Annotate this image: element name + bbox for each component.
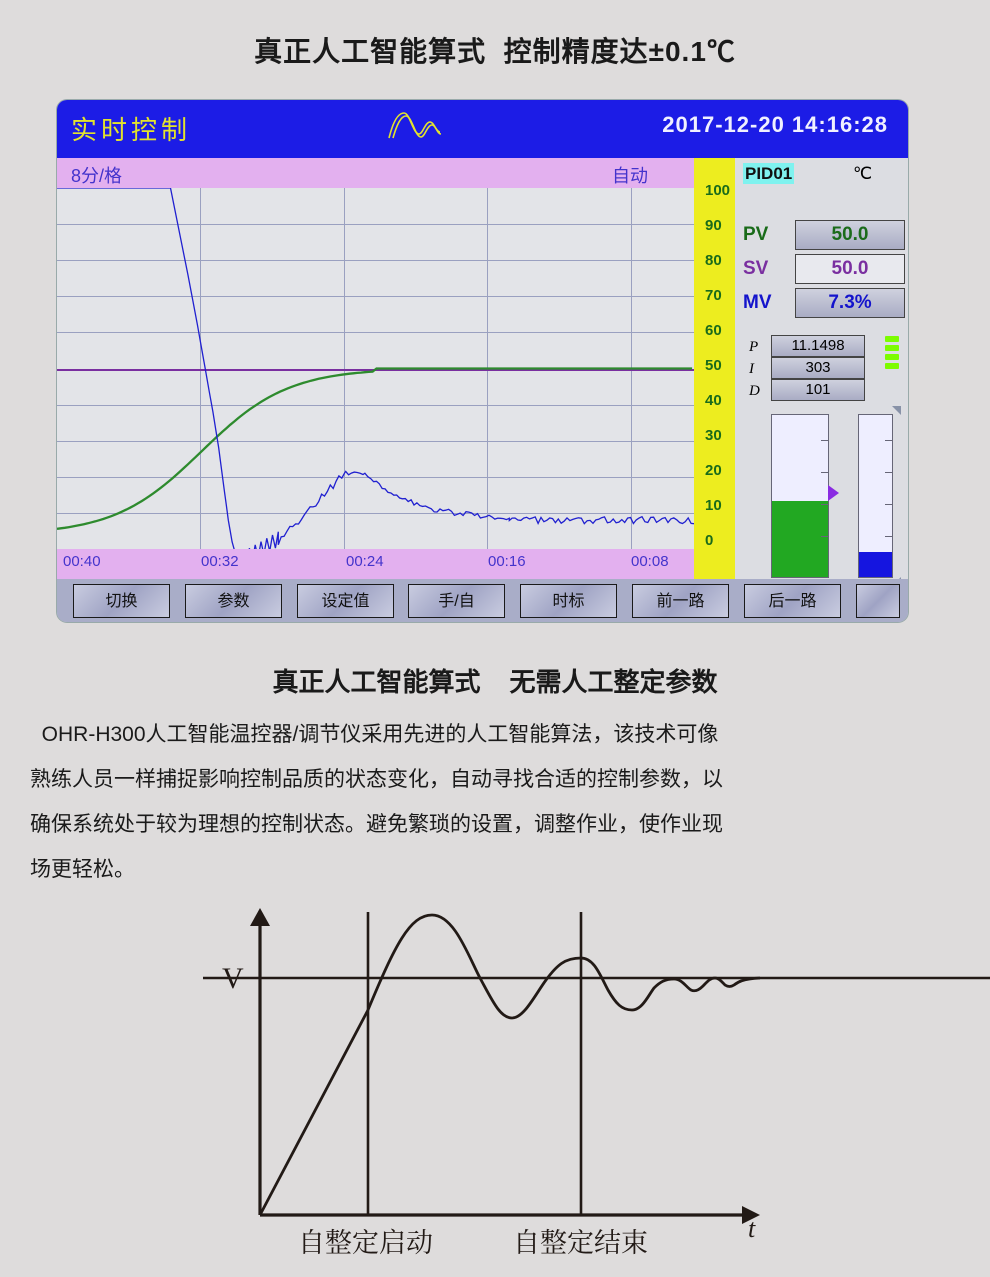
svg-text:t: t [748, 1214, 756, 1243]
svg-text:自整定结束: 自整定结束 [513, 1221, 648, 1260]
svg-text:自整定启动: 自整定启动 [298, 1221, 433, 1260]
svg-text:V: V [222, 962, 244, 995]
